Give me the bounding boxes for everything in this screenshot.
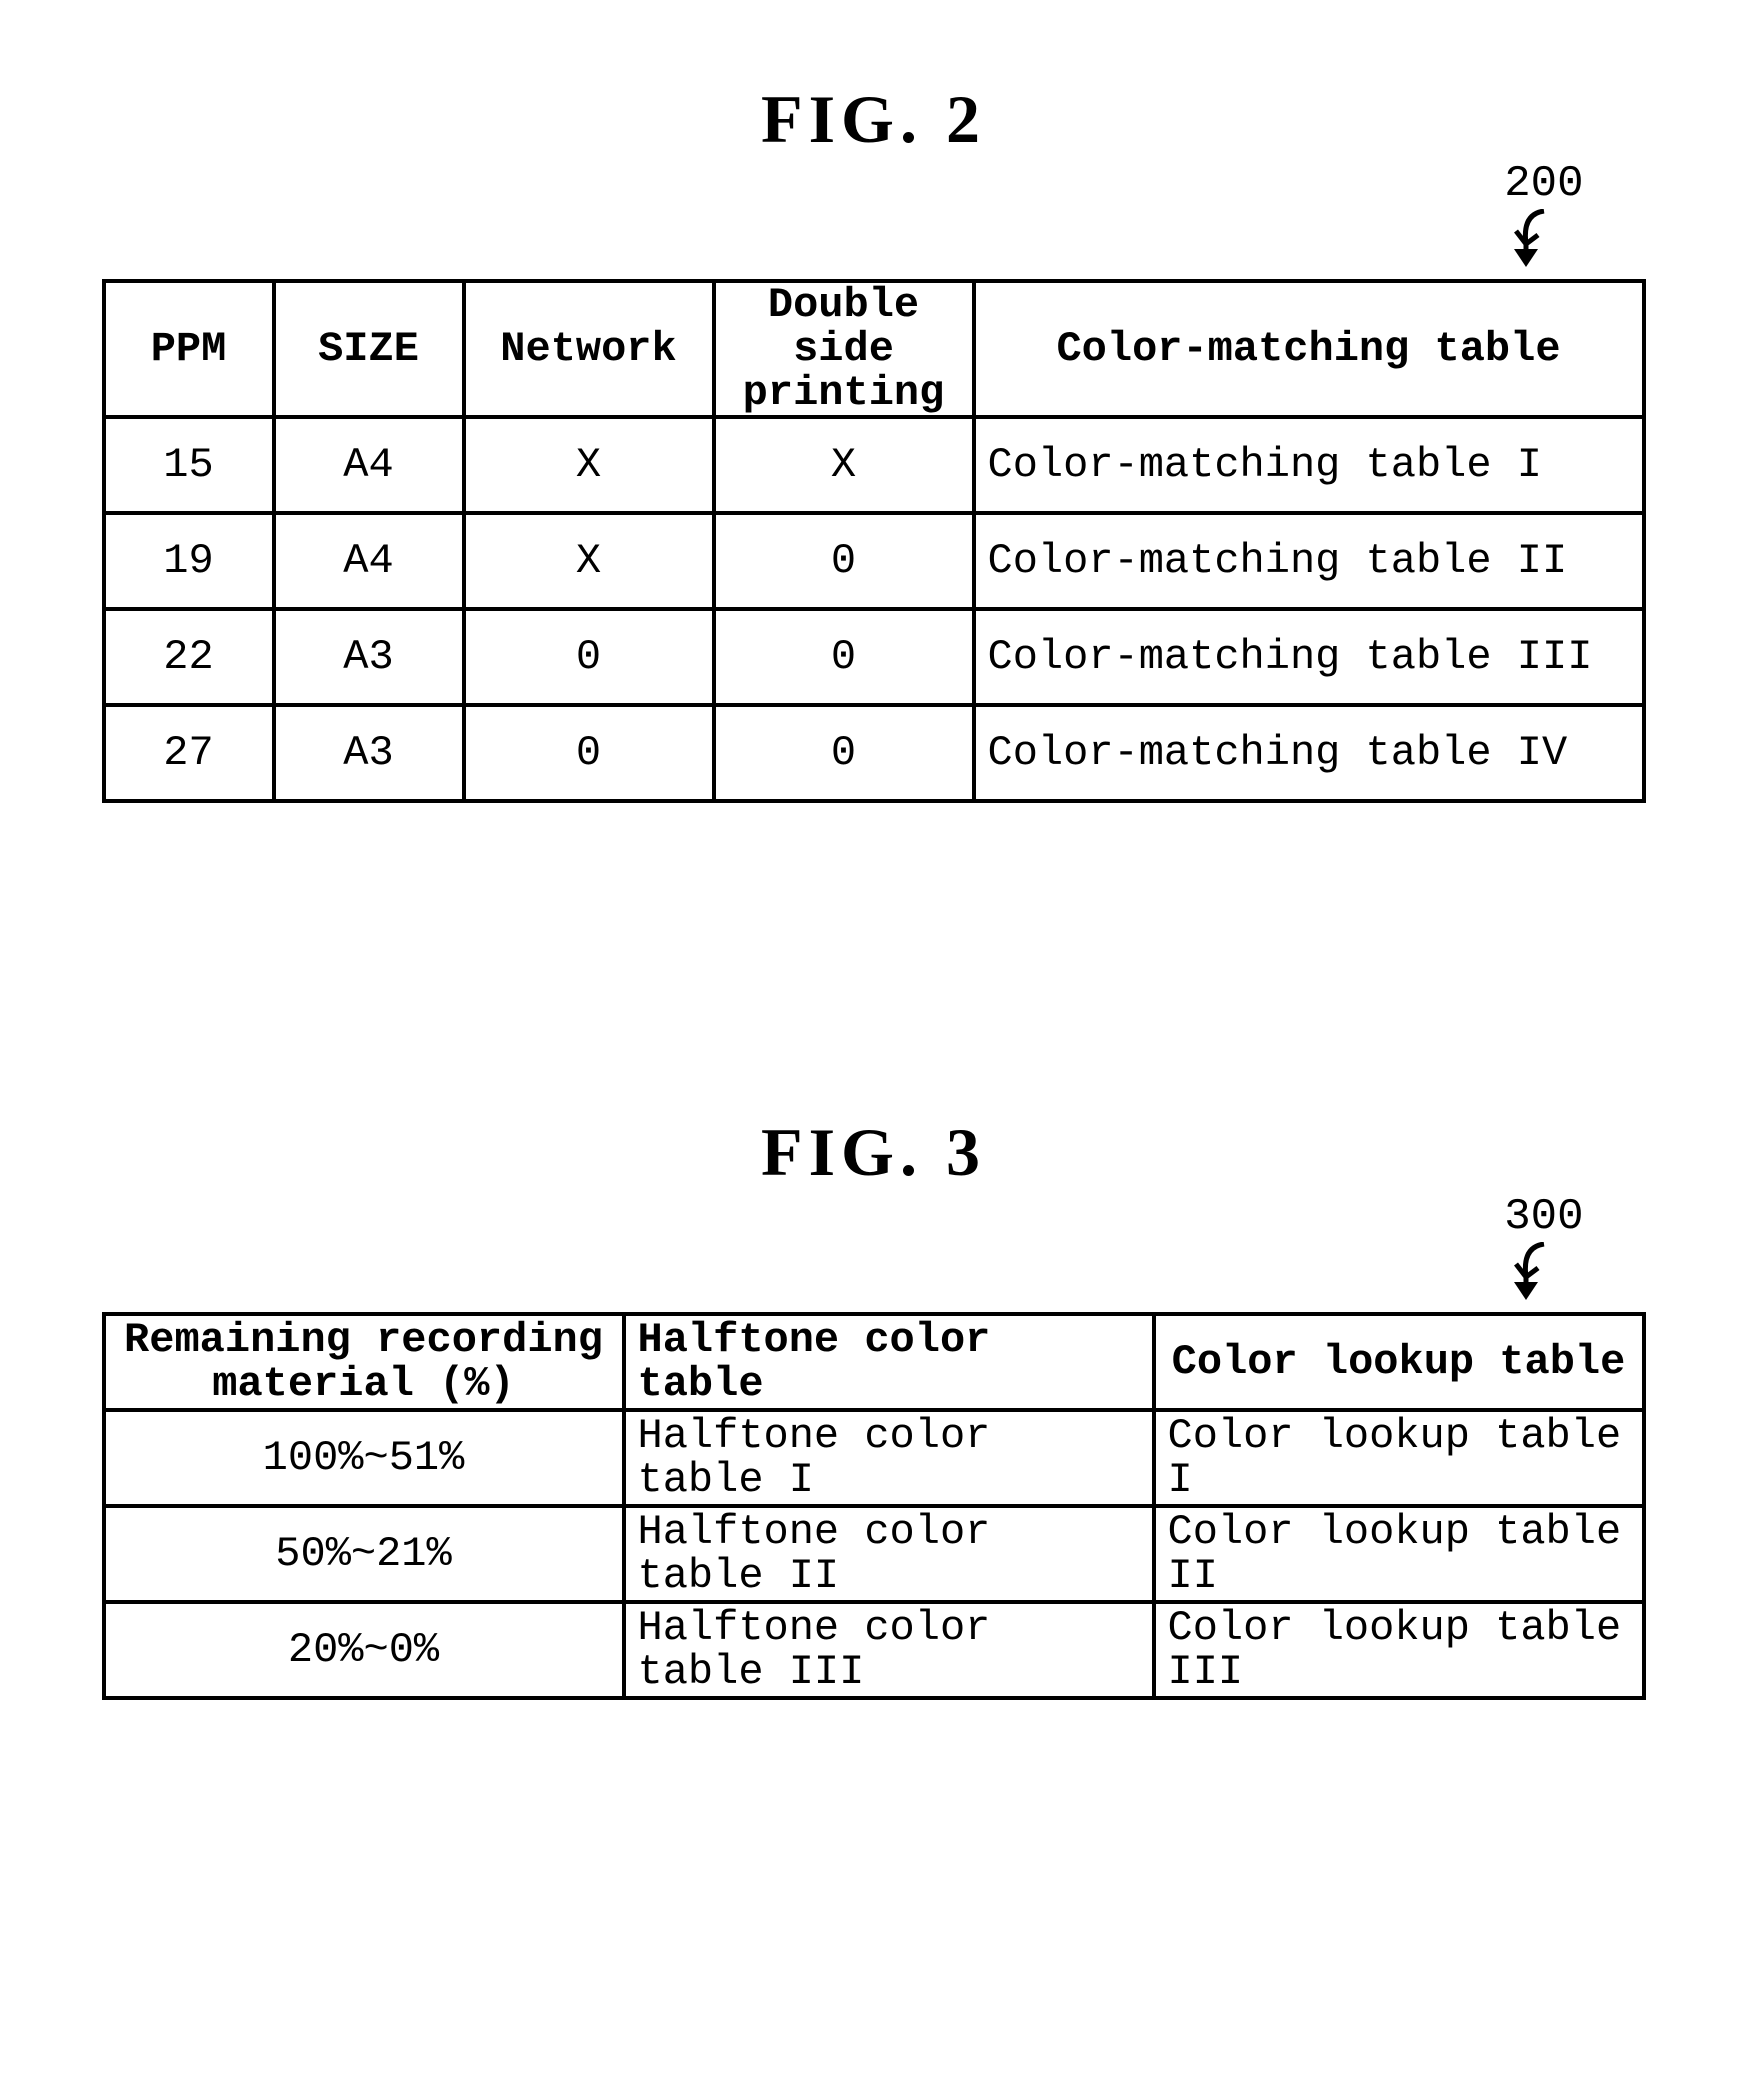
table-row: 27 A3 0 0 Color-matching table IV <box>104 705 1644 801</box>
cell-halftone: Halftone color table III <box>624 1602 1154 1698</box>
cell-table: Color-matching table IV <box>974 705 1644 801</box>
cell-table: Color-matching table I <box>974 417 1644 513</box>
cell-size: A3 <box>274 609 464 705</box>
table-header-row: Remaining recording material (%) Halfton… <box>104 1314 1644 1410</box>
cell-ppm: 15 <box>104 417 274 513</box>
fig2-table: PPM SIZE Network Double side printing Co… <box>102 279 1646 803</box>
cell-range: 50%~21% <box>104 1506 624 1602</box>
fig2-ref-arrow-icon <box>1504 209 1554 269</box>
header-halftone: Halftone color table <box>624 1314 1154 1410</box>
header-double-side: Double side printing <box>714 281 974 417</box>
header-remaining: Remaining recording material (%) <box>104 1314 624 1410</box>
fig3-ref-number: 300 <box>1504 1192 1583 1242</box>
cell-halftone: Halftone color table I <box>624 1410 1154 1506</box>
cell-size: A4 <box>274 513 464 609</box>
table-row: 20%~0% Halftone color table III Color lo… <box>104 1602 1644 1698</box>
fig2-ref-number: 200 <box>1504 159 1583 209</box>
table-row: 50%~21% Halftone color table II Color lo… <box>104 1506 1644 1602</box>
cell-double: 0 <box>714 513 974 609</box>
cell-ppm: 22 <box>104 609 274 705</box>
fig3-table: Remaining recording material (%) Halfton… <box>102 1312 1646 1700</box>
cell-table: Color-matching table III <box>974 609 1644 705</box>
header-size: SIZE <box>274 281 464 417</box>
cell-network: X <box>464 513 714 609</box>
table-row: 22 A3 0 0 Color-matching table III <box>104 609 1644 705</box>
header-lookup: Color lookup table <box>1154 1314 1644 1410</box>
header-network: Network <box>464 281 714 417</box>
cell-network: 0 <box>464 609 714 705</box>
cell-network: 0 <box>464 705 714 801</box>
cell-table: Color-matching table II <box>974 513 1644 609</box>
table-row: 15 A4 X X Color-matching table I <box>104 417 1644 513</box>
cell-size: A3 <box>274 705 464 801</box>
cell-halftone: Halftone color table II <box>624 1506 1154 1602</box>
cell-range: 100%~51% <box>104 1410 624 1506</box>
fig3-title: FIG. 3 <box>0 1113 1747 1192</box>
cell-lookup: Color lookup table I <box>1154 1410 1644 1506</box>
table-row: 19 A4 X 0 Color-matching table II <box>104 513 1644 609</box>
cell-ppm: 19 <box>104 513 274 609</box>
cell-double: X <box>714 417 974 513</box>
fig2-title: FIG. 2 <box>0 80 1747 159</box>
page: FIG. 2 200 PPM SIZE Network Double side … <box>0 0 1747 2079</box>
header-ppm: PPM <box>104 281 274 417</box>
spacer <box>0 803 1747 1113</box>
fig3-ref-arrow-icon <box>1504 1242 1554 1302</box>
cell-lookup: Color lookup table III <box>1154 1602 1644 1698</box>
cell-range: 20%~0% <box>104 1602 624 1698</box>
cell-double: 0 <box>714 705 974 801</box>
table-row: 100%~51% Halftone color table I Color lo… <box>104 1410 1644 1506</box>
cell-ppm: 27 <box>104 705 274 801</box>
table-header-row: PPM SIZE Network Double side printing Co… <box>104 281 1644 417</box>
cell-lookup: Color lookup table II <box>1154 1506 1644 1602</box>
header-color-match: Color-matching table <box>974 281 1644 417</box>
cell-network: X <box>464 417 714 513</box>
cell-size: A4 <box>274 417 464 513</box>
cell-double: 0 <box>714 609 974 705</box>
